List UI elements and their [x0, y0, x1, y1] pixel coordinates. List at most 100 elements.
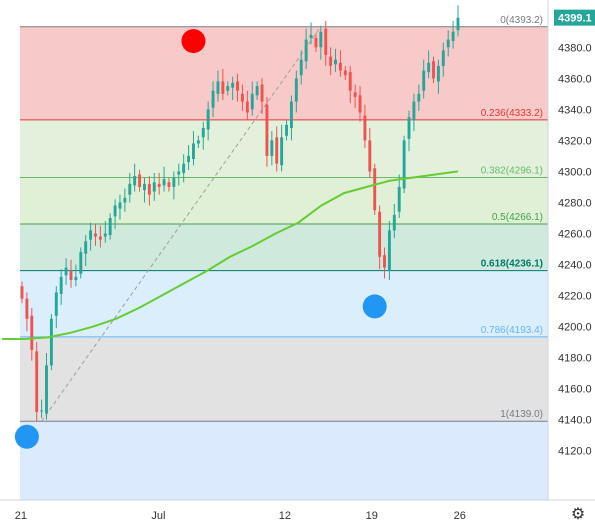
candle — [338, 50, 342, 77]
candle — [363, 104, 367, 149]
candle — [240, 84, 244, 111]
candle — [98, 225, 102, 248]
candle — [40, 399, 44, 419]
candle — [427, 50, 431, 79]
candle — [64, 258, 68, 285]
price-tick-label: 4340.0 — [558, 104, 592, 116]
candle — [432, 56, 435, 83]
price-axis[interactable]: 4120.0 4140.0 4160.0 4180.0 4200.0 4220.0 4240… — [547, 0, 595, 500]
candle — [343, 65, 347, 80]
candle — [387, 221, 391, 281]
candle — [319, 25, 323, 60]
candle — [182, 154, 186, 183]
fib-zone-0.236 — [20, 119, 548, 178]
candle — [275, 126, 279, 172]
candle — [118, 194, 122, 220]
candle — [187, 145, 191, 170]
candle — [152, 172, 156, 201]
time-axis-bg — [0, 500, 595, 529]
candle — [383, 247, 386, 279]
price-tick-label: 4300.0 — [558, 166, 592, 178]
candle — [128, 172, 132, 203]
fib-label-0.618: 0.618(4236.1) — [481, 259, 543, 270]
fib-label-0.236: 0.236(4333.2) — [481, 108, 543, 119]
current-price-badge: 4399.1 — [554, 9, 595, 26]
candle — [226, 81, 230, 96]
price-tick-label: 4180.0 — [558, 353, 592, 365]
candle — [260, 78, 264, 114]
candle — [368, 127, 372, 178]
price-tick-label: 4200.0 — [558, 322, 592, 334]
candle — [89, 222, 93, 251]
time-axis[interactable]: 21 Jul 12 19 26 — [0, 499, 595, 529]
time-tick-label: 12 — [279, 510, 291, 522]
candle — [162, 166, 166, 192]
pullback-low-marker — [362, 294, 387, 319]
candle — [245, 90, 249, 121]
price-axis-bg — [548, 0, 595, 500]
candles — [20, 5, 460, 422]
candle — [441, 42, 445, 77]
fib-label-0.786: 0.786(4193.4) — [481, 325, 543, 336]
gear-icon[interactable]: ⚙ — [570, 506, 586, 523]
price-tick-label: 4220.0 — [558, 291, 592, 303]
candle — [201, 121, 205, 150]
price-tick-label: 4320.0 — [558, 135, 592, 147]
candle — [353, 84, 357, 108]
swing-low-marker — [14, 424, 39, 449]
time-tick-label: 19 — [366, 510, 378, 522]
candle — [412, 93, 416, 132]
candle — [108, 213, 112, 240]
fib-label-1: 1(4139.0) — [500, 409, 543, 420]
moving-average-layer — [2, 170, 459, 340]
candle — [451, 20, 455, 49]
fib-zone-1 — [20, 421, 548, 500]
candle — [138, 169, 142, 192]
candle — [299, 50, 303, 85]
candle — [373, 163, 377, 215]
candle — [358, 86, 362, 122]
candle — [334, 48, 337, 73]
swing-high-marker — [181, 29, 206, 54]
candle — [324, 20, 328, 66]
candle — [25, 292, 29, 332]
candle — [49, 314, 53, 371]
candle — [285, 120, 288, 141]
fib-label-0.5: 0.5(4266.1) — [492, 212, 543, 223]
svg-text:4399.1: 4399.1 — [558, 13, 592, 25]
candle — [255, 81, 259, 101]
candle — [192, 131, 195, 166]
fib-zone-0.5 — [20, 224, 548, 271]
candle — [94, 224, 97, 246]
candle — [20, 281, 24, 304]
price-tick-label: 4360.0 — [558, 73, 592, 85]
time-tick-label: 26 — [454, 510, 466, 522]
candle — [397, 174, 401, 218]
candle — [123, 188, 127, 212]
candle — [294, 70, 298, 113]
trendline-layer[interactable] — [41, 26, 322, 422]
fib-lines — [20, 26, 548, 422]
candle — [45, 352, 48, 420]
candle — [422, 59, 426, 99]
candle — [103, 221, 107, 243]
candle — [329, 47, 333, 76]
candle — [172, 171, 176, 200]
candle — [206, 101, 210, 141]
fib-label-0: 0(4393.2) — [500, 15, 543, 26]
price-tick-label: 4240.0 — [558, 260, 592, 272]
candle — [196, 135, 200, 149]
candle — [280, 124, 284, 172]
fib-trendline[interactable] — [41, 26, 322, 422]
candle — [304, 28, 308, 69]
time-tick-label: 21 — [15, 510, 27, 522]
candle — [417, 84, 421, 111]
price-tick-label: 4280.0 — [558, 197, 592, 209]
candle — [157, 172, 161, 195]
price-tick-label: 4260.0 — [558, 228, 592, 240]
price-tick-label: 4140.0 — [558, 415, 592, 427]
candle — [378, 205, 382, 270]
moving-average-line — [2, 170, 459, 340]
candle — [314, 33, 318, 52]
